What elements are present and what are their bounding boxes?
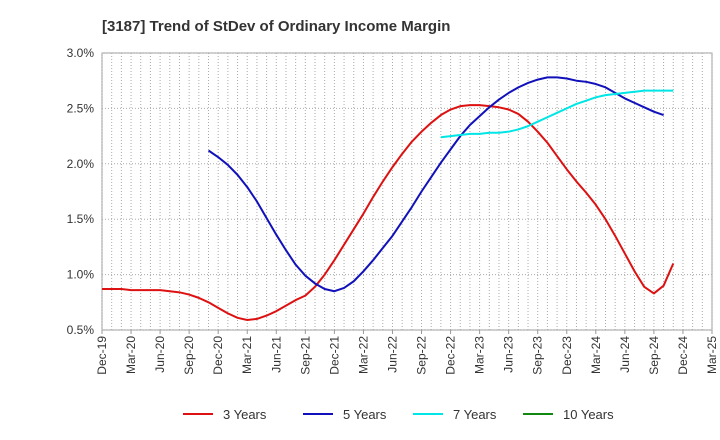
x-tick-label: Dec-23	[560, 336, 574, 375]
x-tick-label: Dec-19	[95, 336, 109, 375]
legend-label: 5 Years	[343, 407, 387, 422]
x-tick-label: Dec-20	[211, 336, 225, 375]
x-tick-label: Dec-24	[676, 336, 690, 375]
legend-label: 3 Years	[223, 407, 267, 422]
x-tick-label: Jun-23	[502, 336, 516, 373]
x-axis: Dec-19 Mar-20 Jun-20 Sep-20 Dec-20 Mar-21 Jun-…	[95, 330, 719, 375]
x-tick-label: Jun-20	[153, 336, 167, 373]
x-tick-label: Jun-21	[269, 336, 283, 373]
y-tick-label: 2.0%	[67, 157, 95, 171]
x-tick-label: Mar-21	[240, 336, 254, 374]
series-line-3-years	[102, 104, 675, 322]
series-line-7-years	[440, 89, 674, 139]
x-tick-label: Dec-21	[327, 336, 341, 375]
x-tick-label: Sep-23	[531, 336, 545, 375]
x-tick-label: Mar-22	[356, 336, 370, 374]
legend-label: 10 Years	[563, 407, 614, 422]
y-axis: 0.5% 1.0% 1.5% 2.0% 2.5% 3.0%	[67, 46, 95, 337]
series-lines	[102, 76, 675, 322]
x-tick-label: Jun-24	[618, 336, 632, 373]
series-line-5-years	[207, 76, 664, 293]
y-tick-label: 1.5%	[67, 212, 95, 226]
x-tick-label: Mar-23	[473, 336, 487, 374]
plot-area	[101, 52, 713, 331]
y-tick-label: 0.5%	[67, 323, 95, 337]
x-tick-label: Jun-22	[385, 336, 399, 373]
legend: 3 Years 5 Years 7 Years 10 Years	[183, 407, 614, 422]
x-tick-label: Sep-22	[415, 336, 429, 375]
x-tick-label: Mar-24	[589, 336, 603, 374]
chart-title: [3187] Trend of StDev of Ordinary Income…	[102, 18, 450, 35]
x-tick-label: Mar-25	[705, 336, 719, 374]
y-tick-label: 1.0%	[67, 268, 95, 282]
x-tick-label: Mar-20	[124, 336, 138, 374]
legend-label: 7 Years	[453, 407, 497, 422]
y-tick-label: 2.5%	[67, 101, 95, 115]
y-tick-label: 3.0%	[67, 46, 95, 60]
x-tick-label: Sep-24	[647, 336, 661, 375]
x-tick-label: Sep-20	[182, 336, 196, 375]
x-tick-label: Dec-22	[444, 336, 458, 375]
x-tick-label: Sep-21	[298, 336, 312, 375]
